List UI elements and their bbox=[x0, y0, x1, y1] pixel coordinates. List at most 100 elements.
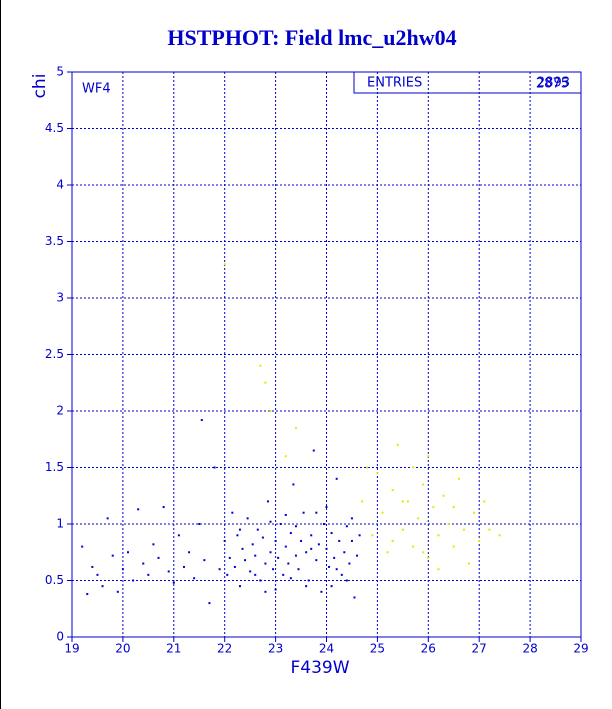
x-tick-label: 24 bbox=[319, 642, 334, 656]
point bbox=[269, 410, 272, 412]
point bbox=[401, 500, 404, 503]
point bbox=[310, 534, 313, 537]
point bbox=[200, 419, 203, 422]
x-tick-label: 26 bbox=[421, 642, 436, 656]
point bbox=[338, 539, 341, 542]
point bbox=[361, 500, 364, 503]
point bbox=[162, 506, 165, 509]
x-tick-label: 20 bbox=[115, 642, 130, 656]
x-tick-label: 22 bbox=[217, 642, 232, 656]
point bbox=[152, 543, 155, 546]
point bbox=[256, 528, 259, 531]
point bbox=[218, 568, 221, 571]
point bbox=[198, 523, 201, 525]
point bbox=[284, 545, 287, 548]
point bbox=[266, 500, 269, 503]
point bbox=[121, 568, 124, 571]
point bbox=[226, 573, 229, 576]
point bbox=[417, 517, 420, 520]
y-tick-label: 2 bbox=[56, 404, 64, 418]
point bbox=[294, 525, 297, 528]
point bbox=[142, 562, 145, 565]
point bbox=[277, 556, 280, 559]
point bbox=[208, 602, 211, 605]
point bbox=[188, 551, 191, 554]
point bbox=[478, 539, 481, 542]
point bbox=[111, 554, 114, 557]
point bbox=[96, 573, 99, 576]
point bbox=[468, 562, 471, 565]
point bbox=[483, 500, 486, 503]
stats-value: 2893 bbox=[537, 76, 570, 91]
point bbox=[157, 556, 160, 559]
point bbox=[335, 477, 338, 480]
point bbox=[236, 534, 239, 537]
y-tick-label: 1.5 bbox=[45, 460, 64, 474]
point bbox=[432, 506, 435, 509]
point bbox=[172, 581, 175, 584]
point bbox=[307, 579, 310, 582]
point bbox=[238, 585, 241, 588]
point bbox=[371, 534, 374, 537]
point bbox=[437, 534, 440, 537]
point bbox=[251, 543, 254, 546]
point bbox=[322, 523, 325, 525]
x-tick-label: 28 bbox=[522, 642, 537, 656]
point bbox=[213, 466, 216, 469]
y-tick-label: 5 bbox=[56, 65, 64, 79]
point bbox=[498, 534, 501, 537]
point bbox=[452, 545, 455, 548]
point bbox=[272, 568, 275, 571]
point bbox=[86, 593, 89, 596]
point bbox=[284, 513, 287, 516]
point bbox=[261, 536, 264, 539]
y-axis-label: chi bbox=[30, 74, 50, 99]
point bbox=[259, 579, 262, 582]
point bbox=[422, 551, 425, 554]
point bbox=[274, 588, 277, 591]
x-tick-label: 29 bbox=[573, 642, 588, 656]
point bbox=[300, 539, 303, 542]
y-tick-label: 3.5 bbox=[45, 234, 64, 248]
point bbox=[244, 559, 247, 562]
point bbox=[350, 517, 353, 520]
point bbox=[315, 559, 318, 562]
point bbox=[279, 523, 282, 525]
x-tick-label: 25 bbox=[370, 642, 385, 656]
point bbox=[233, 565, 236, 568]
point bbox=[462, 528, 465, 531]
point bbox=[406, 500, 409, 503]
point bbox=[348, 562, 351, 565]
point bbox=[106, 517, 109, 520]
point bbox=[193, 577, 196, 580]
point bbox=[246, 517, 249, 520]
point bbox=[223, 263, 226, 266]
plot-frame bbox=[71, 71, 582, 638]
point bbox=[391, 489, 394, 492]
point bbox=[325, 547, 328, 550]
point bbox=[289, 577, 292, 580]
point bbox=[412, 466, 415, 469]
point bbox=[488, 528, 491, 531]
point bbox=[238, 528, 241, 531]
point bbox=[132, 579, 135, 582]
point bbox=[325, 506, 328, 509]
point bbox=[177, 534, 180, 537]
point bbox=[366, 466, 369, 469]
point bbox=[447, 523, 450, 525]
point bbox=[422, 483, 425, 486]
point bbox=[249, 570, 252, 573]
point bbox=[412, 545, 415, 548]
x-tick-label: 19 bbox=[64, 642, 79, 656]
stats-value: 2875 bbox=[536, 77, 569, 92]
y-tick-label: 1 bbox=[56, 517, 64, 531]
point bbox=[437, 568, 440, 571]
point bbox=[241, 547, 244, 550]
point bbox=[81, 545, 84, 548]
point bbox=[292, 483, 295, 486]
point bbox=[167, 570, 170, 573]
point bbox=[386, 551, 389, 554]
point bbox=[353, 596, 356, 599]
point bbox=[335, 568, 338, 571]
